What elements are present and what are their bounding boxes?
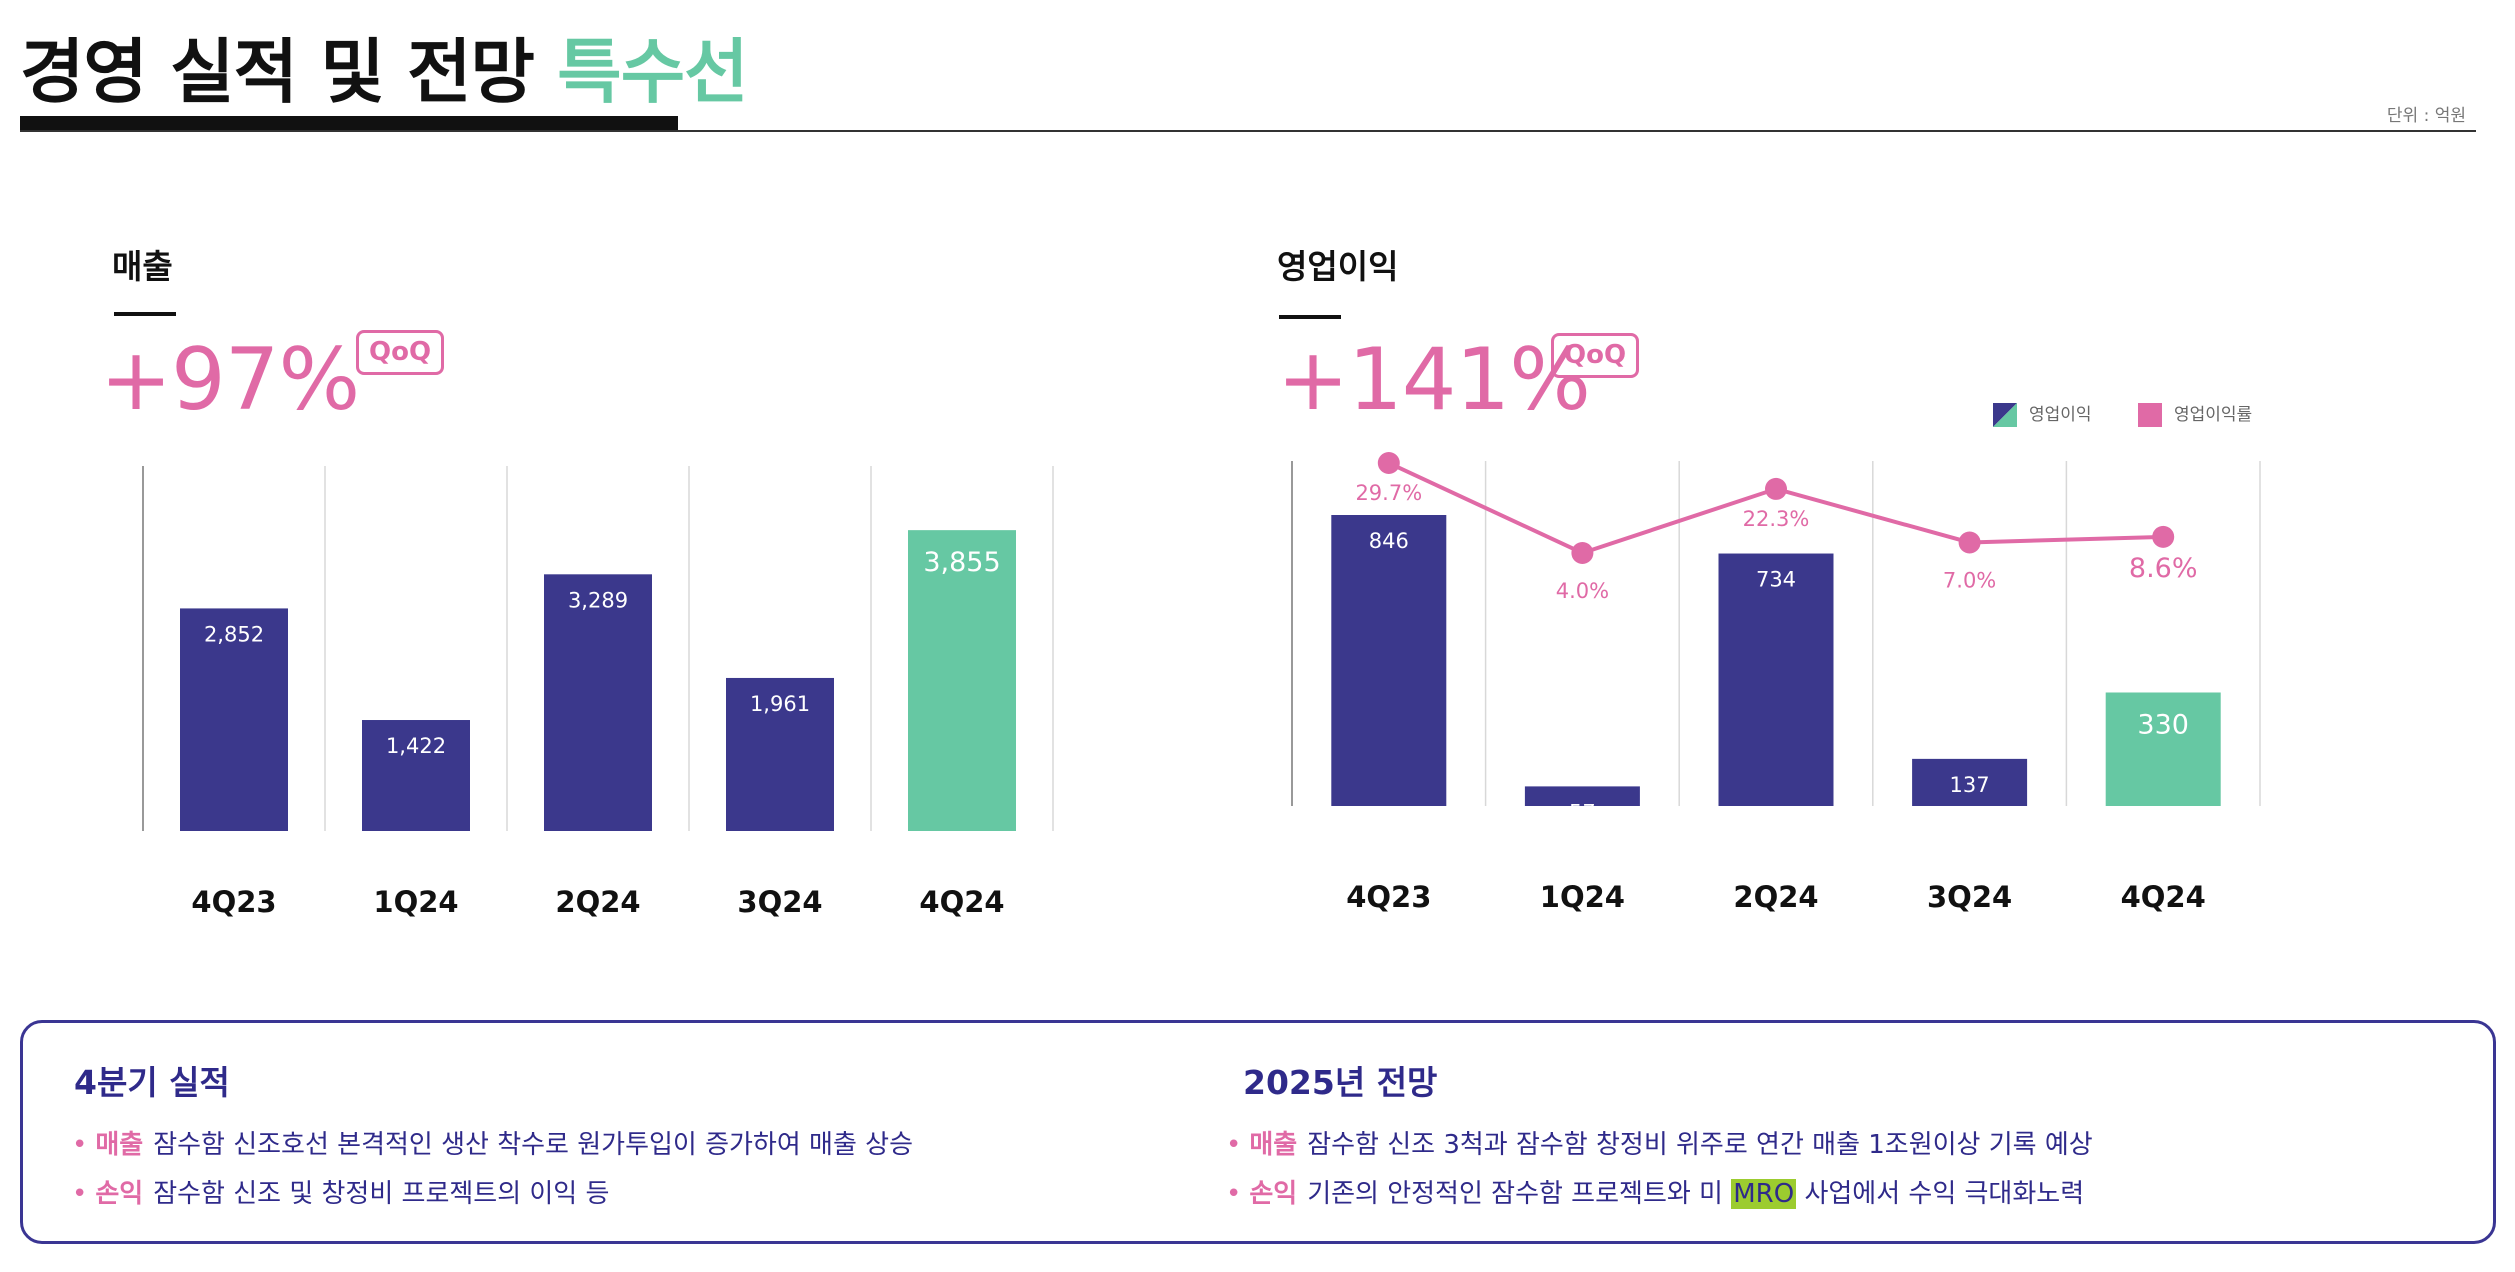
page-title: 경영 실적 및 전망 특수선 (20, 16, 749, 117)
outlook-profit-text-after: 사업에서 수익 극대화노력 (1796, 1179, 2085, 1209)
profit-swatch-icon (1993, 403, 2017, 427)
revenue-growth-value: +97% (100, 330, 360, 430)
profit-category-label: 3Q24 (1927, 880, 2012, 914)
profit-bar (1912, 758, 2028, 806)
q4-profit-line: • 손익 잠수함 신조 및 창정비 프로젝트의 이익 등 (72, 1173, 609, 1210)
profit-bar-value-label: 330 (2137, 709, 2189, 740)
summary-box (20, 1020, 2496, 1244)
revenue-bar-value-label: 3,289 (568, 588, 628, 612)
bullet-icon: • (1226, 1130, 1242, 1160)
revenue-category-label: 4Q23 (191, 885, 276, 919)
page-title-main: 경영 실적 및 전망 (20, 31, 535, 113)
outlook-profit-key: 손익 (1249, 1179, 1298, 1209)
profit-category-label: 4Q23 (1346, 880, 1431, 914)
revenue-bar-value-label: 3,855 (923, 547, 1000, 578)
q4-revenue-text: 잠수함 신조호선 본격적인 생산 착수로 원가투입이 증가하여 매출 상승 (153, 1130, 913, 1160)
legend-operating-profit: 영업이익 (1993, 400, 2092, 427)
revenue-section-label: 매출 (112, 247, 173, 286)
operating-profit-growth-value: +141% (1277, 330, 1591, 430)
legend-operating-profit-label: 영업이익 (2029, 405, 2092, 425)
revenue-category-label: 3Q24 (737, 885, 822, 919)
revenue-qoq-badge: QoQ (356, 330, 445, 376)
revenue-category-label: 4Q24 (919, 885, 1004, 919)
mro-highlight: MRO (1731, 1179, 1797, 1209)
outlook-2025-heading: 2025년 전망 (1243, 1063, 1438, 1102)
revenue-bar-value-label: 1,961 (750, 692, 810, 716)
margin-value-label: 22.3% (1743, 507, 1810, 531)
operating-profit-qoq-badge: QoQ (1551, 333, 1640, 379)
profit-bar-value-label: 57 (1569, 800, 1596, 824)
profit-bar (1718, 553, 1834, 806)
legend-operating-margin: 영업이익률 (2138, 400, 2252, 427)
page-title-highlight: 특수선 (557, 31, 748, 113)
profit-bar (1331, 515, 1447, 806)
charts-canvas: 2,852 4Q23 1,422 1Q24 3,289 2Q24 1,961 3Q24 3,85… (142, 452, 2261, 919)
legend-operating-margin-label: 영업이익률 (2174, 405, 2253, 425)
q4-revenue-key: 매출 (95, 1130, 144, 1160)
revenue-bar (544, 574, 652, 831)
revenue-section-dash (114, 312, 176, 316)
revenue-bar (362, 720, 470, 831)
margin-point (1571, 541, 1594, 564)
revenue-category-label: 1Q24 (373, 885, 458, 919)
margin-value-label: 29.7% (1355, 481, 1422, 505)
profit-category-label: 1Q24 (1540, 880, 1625, 914)
title-divider (20, 130, 2476, 132)
profit-bar (2105, 692, 2221, 806)
margin-point (1765, 477, 1787, 500)
revenue-bar (726, 677, 834, 831)
bullet-icon: • (72, 1130, 88, 1160)
q4-revenue-line: • 매출 잠수함 신조호선 본격적인 생산 착수로 원가투입이 증가하여 매출 상승 (72, 1124, 913, 1161)
outlook-revenue-key: 매출 (1249, 1130, 1298, 1160)
margin-point (2152, 525, 2175, 548)
q4-profit-text: 잠수함 신조 및 창정비 프로젝트의 이익 등 (153, 1179, 610, 1209)
bullet-icon: • (72, 1179, 88, 1209)
operating-profit-section-dash (1279, 315, 1341, 319)
margin-point (1958, 531, 1981, 554)
q4-results-heading: 4분기 실적 (74, 1063, 230, 1102)
bullet-icon: • (1226, 1179, 1242, 1209)
q4-profit-key: 손익 (95, 1179, 144, 1209)
margin-point (1377, 452, 1400, 474)
revenue-bar-value-label: 1,422 (386, 734, 446, 758)
revenue-bar (908, 530, 1016, 831)
revenue-bar (180, 608, 288, 831)
profit-category-label: 2Q24 (1733, 880, 1818, 914)
margin-swatch-icon (2138, 403, 2162, 427)
title-underline-bar (20, 116, 678, 132)
profit-bar-value-label: 734 (1756, 568, 1796, 592)
outlook-profit-line: • 손익 기존의 안정적인 잠수함 프로젝트와 미 MRO 사업에서 수익 극대화노… (1226, 1173, 2084, 1210)
profit-category-label: 4Q24 (2121, 880, 2206, 914)
outlook-profit-text-before: 기존의 안정적인 잠수함 프로젝트와 미 (1307, 1179, 1732, 1209)
operating-profit-section-label: 영업이익 (1277, 247, 1399, 286)
revenue-category-label: 2Q24 (555, 885, 640, 919)
profit-bar-value-label: 137 (1950, 773, 1990, 797)
margin-value-label: 7.0% (1943, 568, 1996, 592)
unit-label: 단위 : 억원 (2386, 106, 2466, 126)
revenue-bar-value-label: 2,852 (204, 622, 264, 646)
outlook-revenue-text: 잠수함 신조 3척과 잠수함 창정비 위주로 연간 매출 1조원이상 기록 예상 (1307, 1130, 2093, 1160)
margin-value-label: 8.6% (2129, 553, 2198, 584)
outlook-revenue-line: • 매출 잠수함 신조 3척과 잠수함 창정비 위주로 연간 매출 1조원이상 기록… (1226, 1124, 2093, 1161)
margin-value-label: 4.0% (1556, 579, 1609, 603)
profit-bar (1524, 786, 1640, 806)
profit-bar-value-label: 846 (1369, 529, 1409, 553)
